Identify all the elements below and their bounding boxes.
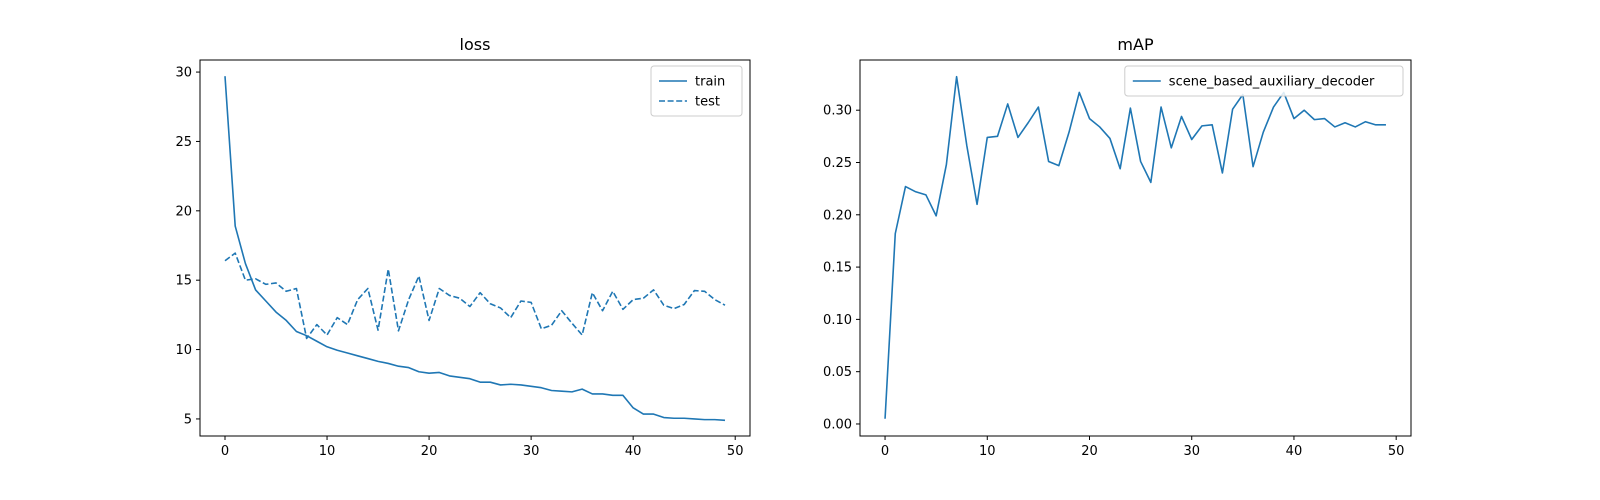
loss-chart-legend-box bbox=[650, 65, 743, 117]
map-chart-y-tick-label: 0.00 bbox=[823, 417, 852, 432]
map-chart-x-tick-label: 20 bbox=[1081, 444, 1098, 459]
loss-chart-frame bbox=[199, 59, 751, 437]
loss-chart-y-tick-label: 30 bbox=[175, 66, 192, 81]
map-chart-y-tick-label: 0.25 bbox=[823, 156, 852, 171]
loss-chart-series-train-line bbox=[224, 76, 726, 422]
map-chart-frame bbox=[859, 59, 1412, 437]
loss-chart-legend: train test bbox=[650, 65, 743, 117]
map-chart-x-tick-label: 30 bbox=[1183, 444, 1200, 459]
map-chart: mAP 0 10 20 30 40 50 0.00 0.05 0.10 0.15 0.20 0.25 0.… bbox=[823, 35, 1412, 459]
map-chart-y-tick-label: 0.15 bbox=[823, 261, 852, 276]
map-chart-x-tick-label: 10 bbox=[979, 444, 996, 459]
loss-chart-legend-label: test bbox=[695, 95, 720, 110]
loss-chart-y-tick-label: 15 bbox=[175, 274, 192, 289]
map-chart-x-tick-label: 40 bbox=[1286, 444, 1303, 459]
loss-chart-legend-label: train bbox=[695, 75, 725, 90]
map-chart-y-tick-label: 0.20 bbox=[823, 208, 852, 223]
map-chart-series-scene-based-auxiliary-decoder-line bbox=[884, 75, 1386, 419]
loss-chart-x-tick-label: 0 bbox=[221, 444, 229, 459]
loss-chart-series-test-line bbox=[224, 252, 726, 340]
loss-chart-y-tick-label: 25 bbox=[175, 135, 192, 150]
loss-chart-x-tick-label: 40 bbox=[625, 444, 642, 459]
map-chart-y-tick-label: 0.30 bbox=[823, 104, 852, 119]
map-chart-legend: scene_based_auxiliary_decoder bbox=[1124, 65, 1404, 97]
loss-chart-x-tick-label: 10 bbox=[319, 444, 336, 459]
loss-chart: loss 0 10 20 30 40 50 5 10 15 20 25 30 train test bbox=[175, 35, 751, 459]
loss-chart-y-tick-label: 10 bbox=[175, 343, 192, 358]
map-chart-title: mAP bbox=[1117, 35, 1154, 54]
loss-chart-y-tick-label: 5 bbox=[184, 412, 192, 427]
map-chart-legend-box bbox=[1124, 65, 1404, 97]
loss-chart-x-tick-label: 30 bbox=[523, 444, 540, 459]
map-chart-x-tick-label: 50 bbox=[1388, 444, 1405, 459]
map-chart-x-tick-label: 0 bbox=[881, 444, 889, 459]
loss-chart-x-tick-label: 50 bbox=[727, 444, 744, 459]
loss-chart-x-tick-label: 20 bbox=[421, 444, 438, 459]
map-chart-legend-label: scene_based_auxiliary_decoder bbox=[1169, 75, 1375, 90]
loss-chart-y-tick-label: 20 bbox=[175, 204, 192, 219]
loss-chart-title: loss bbox=[460, 35, 491, 54]
map-chart-y-tick-label: 0.05 bbox=[823, 365, 852, 380]
map-chart-y-tick-label: 0.10 bbox=[823, 313, 852, 328]
